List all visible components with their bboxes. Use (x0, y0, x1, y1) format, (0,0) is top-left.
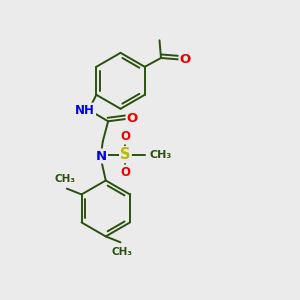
Text: CH₃: CH₃ (149, 150, 171, 160)
Text: N: N (96, 149, 107, 163)
Text: S: S (120, 147, 131, 162)
Text: O: O (121, 130, 130, 143)
Text: O: O (127, 112, 138, 125)
Text: NH: NH (75, 103, 95, 117)
Text: CH₃: CH₃ (55, 174, 76, 184)
Text: O: O (179, 53, 191, 66)
Text: CH₃: CH₃ (111, 247, 132, 257)
Text: O: O (121, 166, 130, 179)
